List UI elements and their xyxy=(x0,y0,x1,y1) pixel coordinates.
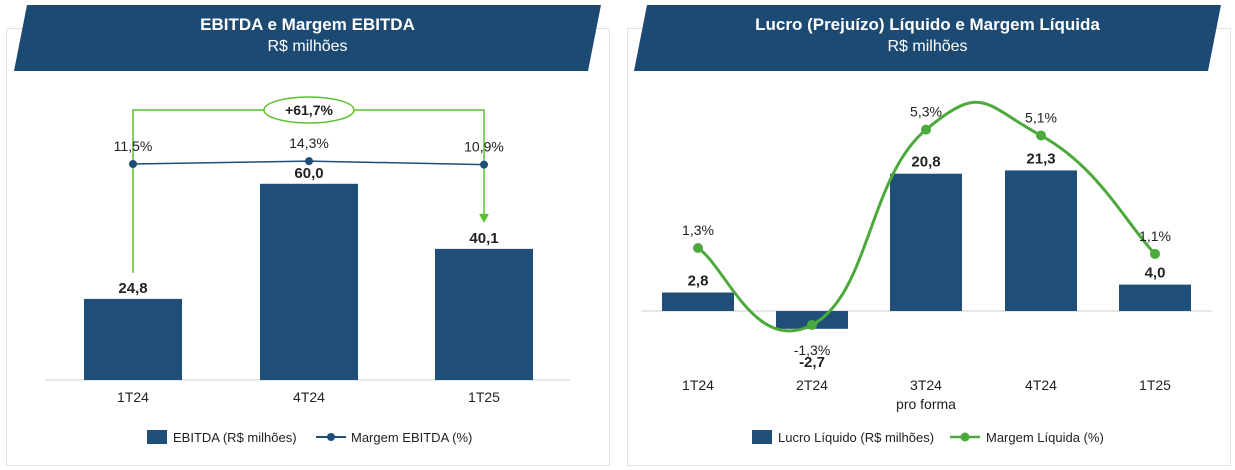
ebitda-margin-label: 11,5% xyxy=(114,138,153,154)
x-tick-label: 3T24 xyxy=(910,377,942,393)
legend-line-marker xyxy=(960,432,970,442)
net-margin-label: 1,3% xyxy=(682,222,714,238)
ebitda-margin-label: 14,3% xyxy=(289,135,329,151)
net-income-chart-subtitle: R$ milhões xyxy=(887,38,968,55)
x-tick-label: 1T25 xyxy=(1139,377,1171,393)
net-income-banner: Lucro (Prejuízo) Líquido e Margem Líquid… xyxy=(634,5,1221,71)
legend-ebitda-margin-label: Margem EBITDA (%) xyxy=(351,430,472,445)
ebitda-margin-point xyxy=(129,160,137,168)
net-income-bar xyxy=(776,311,848,329)
x-tick-label: 1T25 xyxy=(468,389,500,405)
ebitda-chart: 24,8 1T24 60,0 4T24 40,1 1T25 +61,7% 11,5% 14,3%… xyxy=(45,96,570,405)
x-tick-label: pro forma xyxy=(896,396,956,412)
net-margin-point xyxy=(921,124,931,135)
ebitda-chart-title: EBITDA e Margem EBITDA xyxy=(200,15,415,34)
x-tick-label: 1T24 xyxy=(682,377,714,393)
x-tick-label: 1T24 xyxy=(117,389,149,405)
net-income-value-label: 20,8 xyxy=(911,154,940,171)
net-income-bar xyxy=(662,292,734,311)
x-tick-label: 4T24 xyxy=(293,389,325,405)
ebitda-margin-label: 10,9% xyxy=(464,139,504,155)
net-income-chart: 2,8 1T24 -2,7 2T24 20,8 3T24 pro forma 21,3 4T24… xyxy=(641,100,1212,412)
net-margin-label: -1,3% xyxy=(794,342,831,358)
ebitda-banner-shape xyxy=(14,5,601,71)
legend-net-margin-label: Margem Líquida (%) xyxy=(986,430,1104,445)
ebitda-banner: EBITDA e Margem EBITDA R$ milhões xyxy=(14,5,601,71)
net-margin-label: 5,1% xyxy=(1025,110,1057,126)
legend-bar-swatch xyxy=(147,430,167,444)
net-margin-point xyxy=(1036,130,1046,141)
net-income-bar xyxy=(1005,170,1077,311)
ebitda-bar xyxy=(260,183,358,380)
net-income-chart-title: Lucro (Prejuízo) Líquido e Margem Líquid… xyxy=(755,15,1100,34)
net-margin-label: 5,3% xyxy=(910,104,942,120)
legend-bar-swatch xyxy=(752,430,772,444)
net-income-bar xyxy=(1119,284,1191,311)
ebitda-value-label: 60,0 xyxy=(294,165,323,182)
net-income-value-label: 21,3 xyxy=(1026,150,1055,167)
growth-arrow-head xyxy=(479,213,489,223)
net-income-legend: Lucro Líquido (R$ milhões) Margem Líquid… xyxy=(752,430,1104,445)
net-income-value-label: 2,8 xyxy=(688,273,709,290)
growth-label: +61,7% xyxy=(285,102,333,118)
ebitda-bar xyxy=(84,298,182,380)
net-margin-label: 1,1% xyxy=(1139,228,1171,244)
net-margin-point xyxy=(807,319,817,330)
net-income-value-label: 4,0 xyxy=(1145,265,1166,282)
ebitda-chart-subtitle: R$ milhões xyxy=(267,38,348,55)
x-tick-label: 4T24 xyxy=(1025,377,1057,393)
net-income-banner-shape xyxy=(634,5,1221,71)
x-tick-label: 2T24 xyxy=(796,377,828,393)
growth-badge xyxy=(263,96,355,124)
legend-line-marker xyxy=(327,433,335,441)
legend-net-income-label: Lucro Líquido (R$ milhões) xyxy=(778,430,934,445)
ebitda-bar xyxy=(435,248,533,380)
net-margin-point xyxy=(693,243,703,253)
legend-ebitda-label: EBITDA (R$ milhões) xyxy=(173,430,297,445)
net-income-bar xyxy=(890,173,962,311)
net-margin-point xyxy=(1150,248,1160,259)
ebitda-legend: EBITDA (R$ milhões) Margem EBITDA (%) xyxy=(147,430,472,445)
ebitda-margin-point xyxy=(480,160,488,169)
net-margin-line xyxy=(697,100,1157,333)
ebitda-value-label: 24,8 xyxy=(118,280,147,297)
ebitda-value-label: 40,1 xyxy=(469,230,498,247)
ebitda-margin-point xyxy=(305,157,313,166)
net-income-value-label: -2,7 xyxy=(799,354,825,371)
